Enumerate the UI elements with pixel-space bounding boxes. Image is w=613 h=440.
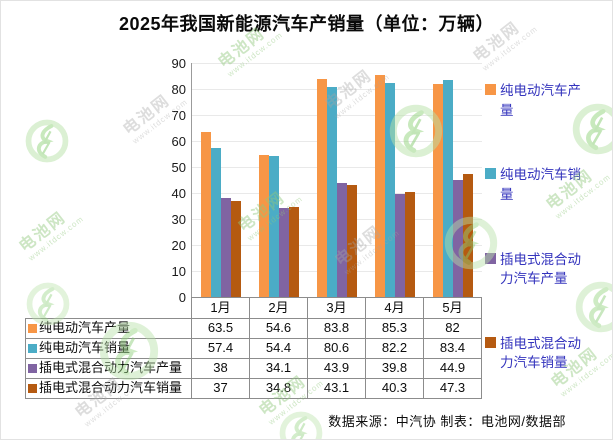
gridline bbox=[192, 141, 482, 142]
bar bbox=[201, 131, 211, 297]
table-row: 插电式混合动力汽车销量 37 34.8 43.1 40.3 47.3 bbox=[25, 378, 482, 399]
value-cell: 57.4 bbox=[191, 338, 250, 359]
y-axis-tick-label: 40 bbox=[171, 186, 186, 201]
value-cell: 82.2 bbox=[365, 338, 424, 359]
month-header-cell: 4月 bbox=[365, 297, 424, 319]
y-axis-tick-label: 60 bbox=[171, 134, 186, 149]
bar bbox=[279, 208, 289, 297]
bar bbox=[453, 180, 463, 297]
legend-item: 纯电动汽车产量 bbox=[485, 81, 611, 120]
legend-label: 插电式混合动力汽车产量 bbox=[500, 251, 581, 287]
bar bbox=[211, 147, 221, 297]
legend-item: 插电式混合动力汽车产量 bbox=[485, 250, 611, 289]
bar bbox=[259, 155, 269, 297]
legend-item: 插电式混合动力汽车销量 bbox=[485, 334, 611, 373]
bar bbox=[347, 184, 357, 297]
bar bbox=[221, 198, 231, 297]
bar-group bbox=[250, 63, 308, 297]
bar-group bbox=[366, 63, 424, 297]
bar bbox=[289, 206, 299, 297]
legend-swatch-icon bbox=[485, 336, 496, 348]
y-axis-tick-label: 30 bbox=[171, 212, 186, 227]
month-header-cell: 3月 bbox=[307, 297, 366, 319]
bar bbox=[231, 200, 241, 297]
bar bbox=[433, 83, 443, 297]
series-label-cell: 插电式混合动力汽车产量 bbox=[25, 358, 192, 379]
data-table: 1月 2月 3月 4月 5月 纯电动汽车产量 63.5 54.6 83.8 85.3 82 纯电动汽车… bbox=[25, 297, 482, 399]
value-cell: 85.3 bbox=[365, 318, 424, 339]
value-cell: 39.8 bbox=[365, 358, 424, 379]
plot-area bbox=[191, 63, 482, 297]
bar-group bbox=[308, 63, 366, 297]
bar bbox=[269, 155, 279, 297]
y-axis-tick-label: 10 bbox=[171, 264, 186, 279]
series-key-icon bbox=[28, 384, 37, 394]
series-key-icon bbox=[28, 364, 37, 374]
value-cell: 40.3 bbox=[365, 378, 424, 399]
y-axis-tick-label: 20 bbox=[171, 238, 186, 253]
legend-label: 纯电动汽车产量 bbox=[500, 83, 581, 118]
watermark-logo-icon bbox=[279, 411, 323, 439]
bar bbox=[443, 80, 453, 297]
value-cell: 34.1 bbox=[249, 358, 308, 379]
value-cell: 34.8 bbox=[249, 378, 308, 399]
series-label-cell: 纯电动汽车产量 bbox=[25, 318, 192, 339]
bar bbox=[375, 75, 385, 297]
table-header-row: 1月 2月 3月 4月 5月 bbox=[26, 297, 482, 319]
value-cell: 63.5 bbox=[191, 318, 250, 339]
y-axis-tick-label: 70 bbox=[171, 108, 186, 123]
series-label-cell: 插电式混合动力汽车销量 bbox=[25, 378, 192, 399]
watermark-logo-icon bbox=[25, 119, 69, 168]
value-cell: 38 bbox=[191, 358, 250, 379]
bar bbox=[405, 192, 415, 297]
table-row: 插电式混合动力汽车产量 38 34.1 43.9 39.8 44.9 bbox=[25, 358, 482, 379]
month-header-cell: 2月 bbox=[249, 297, 308, 319]
gridline bbox=[192, 167, 482, 168]
legend-swatch-icon bbox=[485, 84, 496, 95]
value-cell: 44.9 bbox=[423, 358, 482, 379]
gridline bbox=[192, 115, 482, 116]
series-key-icon bbox=[28, 344, 37, 354]
gridline bbox=[192, 89, 482, 90]
table-row: 纯电动汽车产量 63.5 54.6 83.8 85.3 82 bbox=[25, 318, 482, 339]
legend-label: 插电式混合动力汽车销量 bbox=[500, 335, 581, 371]
bar bbox=[395, 193, 405, 297]
value-cell: 43.9 bbox=[307, 358, 366, 379]
month-header-cell: 5月 bbox=[423, 297, 482, 319]
value-cell: 82 bbox=[423, 318, 482, 339]
value-cell: 54.6 bbox=[249, 318, 308, 339]
bar-group bbox=[424, 63, 482, 297]
bar bbox=[327, 87, 337, 297]
legend-swatch-icon bbox=[485, 252, 496, 264]
bar bbox=[463, 174, 473, 297]
bar bbox=[385, 83, 395, 297]
y-axis-tick-label: 0 bbox=[178, 290, 186, 305]
series-key-icon bbox=[28, 324, 37, 334]
y-axis-tick-label: 90 bbox=[171, 56, 186, 71]
value-cell: 80.6 bbox=[307, 338, 366, 359]
series-label-cell: 纯电动汽车销量 bbox=[25, 338, 192, 359]
bar-group bbox=[192, 63, 250, 297]
legend-label: 纯电动汽车销量 bbox=[500, 167, 581, 202]
value-cell: 83.8 bbox=[307, 318, 366, 339]
chart-title: 2025年我国新能源汽车产销量（单位：万辆） bbox=[118, 14, 495, 34]
gridline bbox=[192, 63, 482, 64]
bar bbox=[337, 182, 347, 297]
bar bbox=[317, 79, 327, 297]
legend: 纯电动汽车产量 纯电动汽车销量 插电式混合动力汽车产量 插电式混合动力汽车销量 bbox=[485, 81, 611, 373]
value-cell: 47.3 bbox=[423, 378, 482, 399]
value-cell: 37 bbox=[191, 378, 250, 399]
value-cell: 43.1 bbox=[307, 378, 366, 399]
value-cell: 54.4 bbox=[249, 338, 308, 359]
legend-swatch-icon bbox=[485, 168, 496, 180]
value-cell: 83.4 bbox=[423, 338, 482, 359]
legend-item: 纯电动汽车销量 bbox=[485, 165, 611, 204]
y-axis-tick-label: 50 bbox=[171, 160, 186, 175]
source-note: 数据来源：中汽协 制表：电池网/数据部 bbox=[328, 414, 566, 429]
table-row: 纯电动汽车销量 57.4 54.4 80.6 82.2 83.4 bbox=[25, 338, 482, 359]
month-header-cell: 1月 bbox=[191, 297, 250, 319]
watermark-text: 电池网 www.itdcw.com bbox=[16, 208, 86, 263]
y-axis-tick-label: 80 bbox=[171, 82, 186, 97]
